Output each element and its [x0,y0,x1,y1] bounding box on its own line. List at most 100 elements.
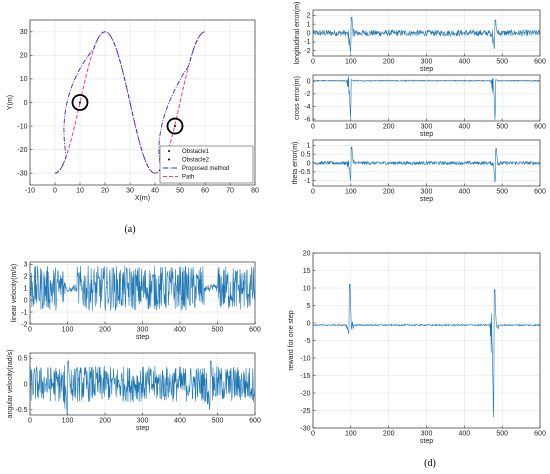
x-tick-label: 100 [345,59,357,66]
y-tick-label: 20 [303,250,311,257]
x-tick-label: 600 [534,124,546,131]
x-tick-label: 0 [311,189,315,196]
y-tick-label: -1 [304,39,310,46]
y-tick-label: 1 [24,286,28,293]
y-tick-label: -1 [304,178,310,185]
series-line-d [312,284,541,418]
x-axis-label: step [420,196,433,203]
chart-b3: 0 100 200 300 400 500 600 -1 -0.5 0 0.51 step theta … [292,139,546,203]
series-line-b3 [312,146,541,183]
x-tick-label: 300 [137,327,149,334]
x-tick-label: 200 [383,59,395,66]
proposed-line [54,31,206,174]
x-tick-label: 300 [421,189,433,196]
y-tick-label: -30 [17,171,27,178]
path-line [54,31,206,174]
y-tick-label: 15 [303,268,311,275]
x-tick-label: 400 [458,431,470,438]
y-tick-label: -15 [300,373,310,380]
x-tick-label: 500 [212,327,224,334]
chart-a: -10 0 10 20 30 40 50 60 70 80-30-20-100102030X(m)… [7,19,259,235]
x-axis-label: X(m) [135,195,150,202]
y-tick-label: 2 [24,274,28,281]
x-tick-label: 0 [311,59,315,66]
obstacle-1-circle [71,94,89,111]
y-tick-label: -10 [300,355,310,362]
x-tick-label: 400 [458,189,470,196]
x-tick-label: 70 [226,188,234,195]
x-tick-label: -10 [25,188,35,195]
x-tick-label: 400 [458,124,470,131]
y-tick-label: 0 [24,100,28,107]
y-tick-label: -2 [304,91,310,98]
x-tick-label: 600 [249,418,261,425]
y-tick-label: 0 [307,320,311,327]
chart-b1: 0 100 200 300 400 500 600 -2 -1 0 12 step longitudin… [294,2,546,73]
x-tick-label: 300 [421,124,433,131]
y-axis-label: cross error(m) [294,76,301,120]
y-tick-label: -20 [300,390,310,397]
y-tick-label: 0.5 [301,151,311,158]
y-tick-label: 0.5 [18,355,28,362]
x-tick-label: 400 [174,327,186,334]
x-tick-label: 100 [345,431,357,438]
x-tick-label: 0 [53,188,57,195]
x-tick-label: 500 [496,189,508,196]
y-tick-label: -0.5 [15,407,27,414]
x-tick-label: 100 [345,124,357,131]
series-line-c2 [29,360,256,416]
x-tick-label: 10 [76,188,84,195]
y-axis-label: longitudinal error(m) [294,2,301,65]
x-tick-label: 300 [421,431,433,438]
y-tick-label: -10 [17,123,27,130]
y-tick-label: -2 [21,321,27,328]
y-axis-label: Y(m) [7,95,14,110]
x-tick-label: 0 [28,418,32,425]
x-tick-label: 300 [137,418,149,425]
x-tick-label: 80 [251,188,259,195]
y-tick-label: 0 [24,381,28,388]
legend-entry: Proposed method [182,166,229,172]
x-tick-label: 100 [62,418,74,425]
obstacle-2-circle [166,117,184,135]
y-tick-label: 0 [307,160,311,167]
x-tick-label: 600 [534,431,546,438]
legend-entry: Obstacle2 [182,158,210,164]
y-tick-label: 3 [24,262,28,269]
y-tick-label: -30 [300,425,310,432]
y-axis-label: linear velocity(m/s) [11,264,18,322]
x-axis-label: step [420,66,433,73]
x-tick-label: 40 [151,188,159,195]
series-line-b2 [312,76,541,120]
x-tick-label: 500 [212,418,224,425]
x-tick-label: 600 [249,327,261,334]
y-tick-label: 30 [20,29,28,36]
obstacle-2-center [174,125,176,128]
y-tick-label: -1 [21,309,27,316]
x-tick-label: 200 [383,431,395,438]
x-tick-label: 500 [496,59,508,66]
y-tick-label: -2 [304,48,310,55]
panel-caption: (d) [424,458,436,469]
x-tick-label: 100 [62,327,74,334]
chart-b2: 0 100 200 300 400 500 600 -6 -4 -2 0 step cross erro… [294,74,546,138]
y-tick-label: 1 [307,143,311,150]
x-tick-label: 100 [345,189,357,196]
y-tick-label: 5 [307,303,311,310]
y-tick-label: 0 [307,79,311,86]
x-tick-label: 20 [101,188,109,195]
legend-entry: Path [182,175,194,181]
y-tick-label: 20 [20,53,28,60]
chart-d: 0 100 200 300 400 500 600 -30 -25 -20 -15 -10 -5 0 5 10… [288,250,546,469]
y-tick-label: -5 [304,338,310,345]
x-tick-label: 200 [99,327,111,334]
y-tick-label: 1 [307,21,311,28]
x-tick-label: 600 [534,189,546,196]
x-tick-label: 400 [174,418,186,425]
obstacle-1-center [79,101,81,104]
series-line-c1 [29,265,256,311]
y-tick-label: 10 [303,285,311,292]
y-axis-label: theta error(m) [292,142,299,185]
x-tick-label: 30 [126,188,134,195]
series-line-b1 [312,16,541,53]
